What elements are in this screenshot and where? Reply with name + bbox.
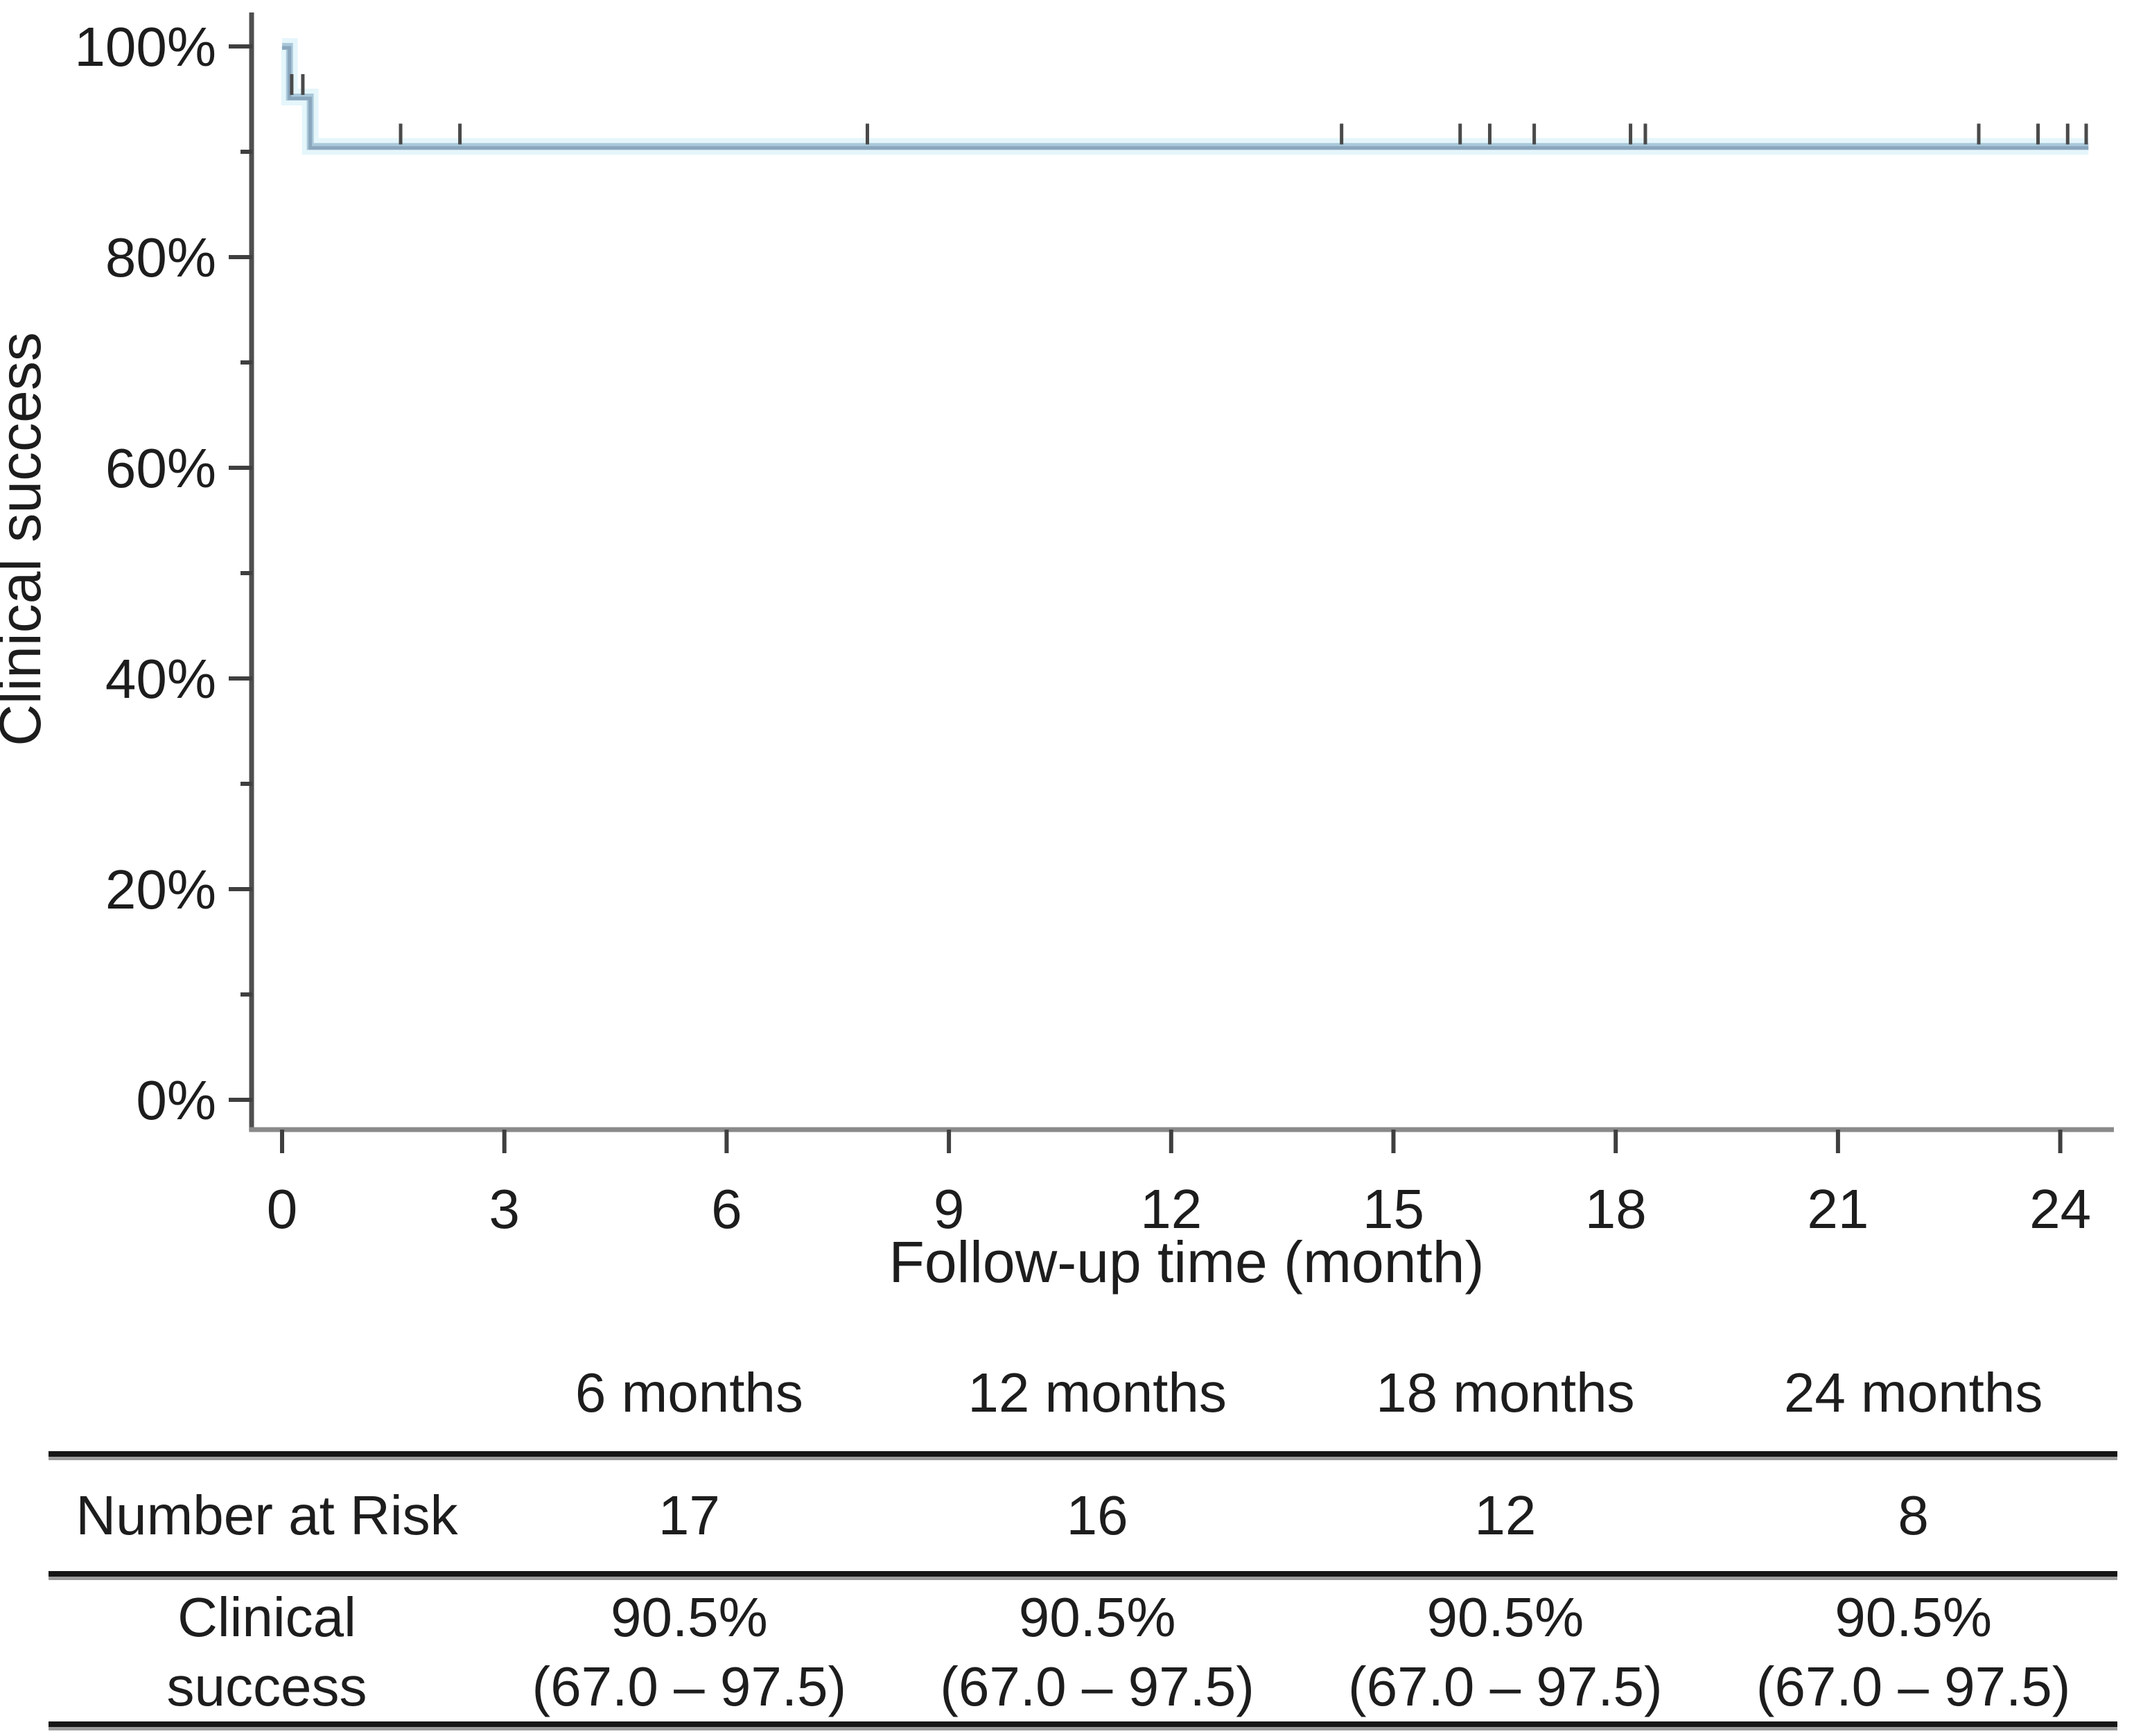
curve-halo	[281, 38, 2089, 155]
x-tick-label: 24	[2029, 1178, 2091, 1240]
y-axis-title: Clinical success	[0, 332, 53, 746]
x-tick-label: 18	[1585, 1178, 1647, 1240]
risk-table-header-row: 6 months 12 months 18 months 24 months	[49, 1338, 2117, 1451]
row-label-line-1: Clinical	[177, 1586, 356, 1648]
survival-curve-light	[282, 43, 2089, 150]
risk-table: 6 months 12 months 18 months 24 months N…	[49, 1338, 2117, 1730]
confidence-interval: (67.0 – 97.5)	[1756, 1656, 2071, 1717]
row-label-line-2: success	[166, 1656, 367, 1717]
estimate-value: 90.5%	[1835, 1586, 1993, 1648]
number-at-risk-6mo: 17	[658, 1484, 720, 1546]
clinical-success-row: Clinical success 90.5% (67.0 – 97.5) 90.…	[49, 1580, 2117, 1721]
table-rule-top	[49, 1451, 2117, 1460]
x-tick-label: 15	[1363, 1178, 1424, 1240]
estimate-value: 90.5%	[1018, 1586, 1176, 1648]
x-tick-label: 3	[489, 1178, 520, 1240]
clinical-success-12mo: 90.5% (67.0 – 97.5)	[893, 1583, 1302, 1721]
number-at-risk-24mo: 8	[1898, 1484, 1929, 1546]
x-tick-label: 6	[711, 1178, 742, 1240]
number-at-risk-row: Number at Risk 17 16 12 8	[49, 1460, 2117, 1571]
col-header-18-months: 18 months	[1376, 1362, 1635, 1423]
table-rule-middle	[49, 1571, 2117, 1580]
confidence-interval: (67.0 – 97.5)	[532, 1656, 847, 1717]
survival-curve	[282, 46, 2089, 150]
y-tick-label: 80%	[105, 227, 216, 288]
risk-table-corner-cell	[49, 1360, 485, 1426]
km-chart: 0% 20% 40% 60% 80% 100% 0 3 6 9 12 15 18 21 24 Follow-u…	[0, 12, 2114, 1295]
col-header-24-months: 24 months	[1783, 1362, 2043, 1423]
col-header-12-months: 12 months	[968, 1362, 1227, 1423]
y-tick-label: 20%	[105, 859, 216, 920]
col-header-6-months: 6 months	[575, 1362, 803, 1423]
table-rule-bottom	[49, 1721, 2117, 1730]
clinical-success-6mo: 90.5% (67.0 – 97.5)	[485, 1583, 893, 1721]
x-tick-label: 12	[1140, 1178, 1202, 1240]
y-tick-label: 0%	[136, 1069, 216, 1131]
y-tick-label: 40%	[105, 648, 216, 710]
confidence-interval: (67.0 – 97.5)	[1348, 1656, 1663, 1717]
clinical-success-18mo: 90.5% (67.0 – 97.5)	[1302, 1583, 1710, 1721]
row-label-number-at-risk: Number at Risk	[76, 1484, 458, 1546]
number-at-risk-18mo: 12	[1474, 1484, 1537, 1546]
estimate-value: 90.5%	[610, 1586, 768, 1648]
x-tick-label: 0	[267, 1178, 298, 1240]
x-axis-title: Follow-up time (month)	[889, 1229, 1485, 1295]
x-tick-label: 9	[934, 1178, 965, 1240]
x-tick-label: 21	[1807, 1178, 1869, 1240]
clinical-success-24mo: 90.5% (67.0 – 97.5)	[1709, 1583, 2117, 1721]
number-at-risk-12mo: 16	[1066, 1484, 1128, 1546]
y-tick-label: 100%	[74, 16, 216, 78]
estimate-value: 90.5%	[1426, 1586, 1584, 1648]
row-label-clinical-success: Clinical success	[49, 1583, 485, 1721]
confidence-interval: (67.0 – 97.5)	[940, 1656, 1254, 1717]
y-tick-label: 60%	[105, 437, 216, 499]
